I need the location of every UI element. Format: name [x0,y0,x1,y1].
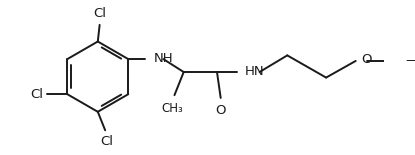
Text: O: O [215,104,226,117]
Text: Cl: Cl [30,88,43,101]
Text: Cl: Cl [93,7,106,20]
Text: Cl: Cl [100,135,114,148]
Text: —: — [405,54,415,67]
Text: CH₃: CH₃ [162,102,183,115]
Text: NH: NH [154,52,174,65]
Text: O: O [361,53,372,66]
Text: HN: HN [245,65,264,78]
